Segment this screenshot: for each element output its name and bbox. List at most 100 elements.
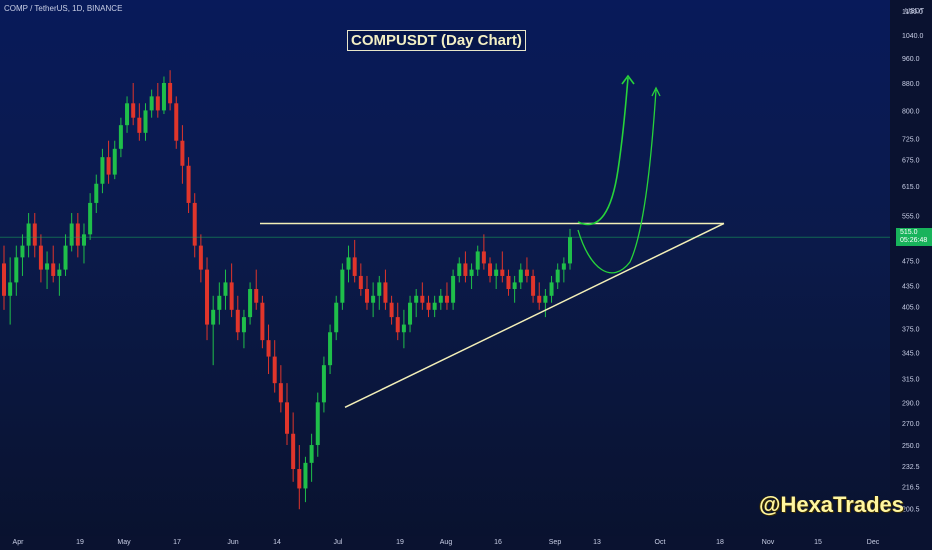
candle — [32, 213, 37, 258]
candle — [543, 289, 548, 318]
time-tick-label: 15 — [814, 539, 822, 546]
candle — [561, 257, 566, 283]
time-tick-label: 13 — [593, 539, 601, 546]
candle-countdown: 05:26:48 — [900, 237, 928, 244]
candle — [531, 269, 536, 303]
candle-body — [334, 302, 339, 333]
time-axis: Apr 19 May 17 Jun 14 Jul 19 Aug 16 Sep 13 Oct 18 Nov 15… — [0, 536, 932, 550]
time-tick-label: Sep — [549, 539, 562, 546]
candle — [303, 456, 308, 503]
price-tick-label: 615.0 — [902, 184, 920, 191]
candle — [297, 445, 302, 510]
candle-body — [161, 82, 166, 111]
candle — [241, 309, 246, 349]
candle — [38, 234, 43, 283]
price-tick-label: 880.0 — [902, 81, 920, 88]
candle-body — [414, 295, 419, 303]
candle-body — [432, 302, 437, 310]
candle-body — [285, 402, 289, 434]
time-tick-label: Jul — [334, 539, 343, 546]
candle-body — [568, 237, 572, 264]
candle — [500, 251, 505, 283]
projection-arrow-2 — [577, 89, 657, 274]
candle-body — [81, 234, 86, 246]
candle — [537, 282, 542, 310]
candle-body — [340, 269, 345, 303]
candle-body — [125, 103, 130, 126]
candle-body — [328, 332, 333, 366]
candle — [426, 295, 431, 318]
price-tick-label: 405.0 — [902, 304, 920, 311]
price-tick-label: 290.0 — [902, 400, 920, 407]
candle — [438, 289, 443, 310]
price-tick-label: 1040.0 — [902, 33, 924, 40]
candle — [143, 103, 148, 141]
candle-body — [537, 295, 542, 303]
candle — [266, 324, 271, 375]
candle — [155, 82, 160, 118]
chart-title: COMPUSDT (Day Chart) — [347, 30, 526, 51]
candle — [568, 228, 572, 270]
time-tick-label: 19 — [396, 539, 404, 546]
candle-body — [451, 275, 456, 303]
candle-body — [561, 263, 566, 270]
candle-body — [291, 433, 296, 470]
candle-body — [352, 257, 357, 276]
candle-body — [223, 282, 228, 296]
candle — [389, 295, 394, 325]
candle-body — [51, 263, 56, 276]
candle-body — [395, 317, 400, 333]
candle-body — [38, 245, 43, 270]
candle — [506, 269, 511, 296]
candle-body — [155, 96, 160, 111]
candle — [518, 263, 523, 290]
candle — [401, 309, 406, 349]
candle — [198, 234, 203, 283]
time-tick-label: 18 — [716, 539, 724, 546]
candle-body — [20, 245, 25, 258]
candle — [555, 263, 560, 290]
candle — [88, 193, 93, 240]
candle-body — [149, 96, 154, 111]
price-axis: 200.5 216.5 232.5 250.0 270.0 290.0 315.0 345.0… — [890, 0, 932, 550]
currency-label: USDT — [905, 8, 925, 15]
price-tick-label: 960.0 — [902, 56, 920, 63]
candle-body — [426, 302, 431, 310]
candle — [457, 257, 462, 283]
candle — [309, 433, 314, 482]
candle-body — [315, 402, 320, 446]
candle — [106, 140, 111, 184]
candle-body — [364, 289, 369, 303]
candle-body — [192, 202, 197, 246]
candle-body — [88, 202, 93, 235]
candle — [524, 257, 529, 283]
candle-body — [297, 469, 302, 489]
time-tick-label: 19 — [76, 539, 84, 546]
candle-body — [14, 257, 19, 283]
candle-body — [506, 275, 511, 290]
candle — [235, 295, 240, 341]
price-tick-label: 216.5 — [902, 484, 920, 491]
candle-body — [75, 223, 80, 246]
candle-body — [549, 282, 554, 296]
candle — [475, 245, 480, 276]
candle-body — [463, 263, 468, 276]
price-tick-label: 232.5 — [902, 464, 920, 471]
price-tick-label: 270.0 — [902, 421, 920, 428]
time-tick-label: 17 — [173, 539, 181, 546]
candle-body — [211, 309, 216, 325]
candle-body — [488, 263, 493, 276]
overlays-layer — [0, 74, 890, 409]
candle-body — [168, 82, 173, 104]
candle — [63, 234, 68, 276]
candle — [125, 96, 130, 133]
candle-body — [457, 263, 462, 276]
candle — [205, 257, 210, 341]
candle — [217, 282, 222, 325]
candle-body — [494, 269, 499, 276]
candle-body — [383, 282, 388, 303]
candle-body — [100, 157, 105, 184]
candle — [229, 263, 234, 318]
candle-body — [198, 245, 203, 270]
